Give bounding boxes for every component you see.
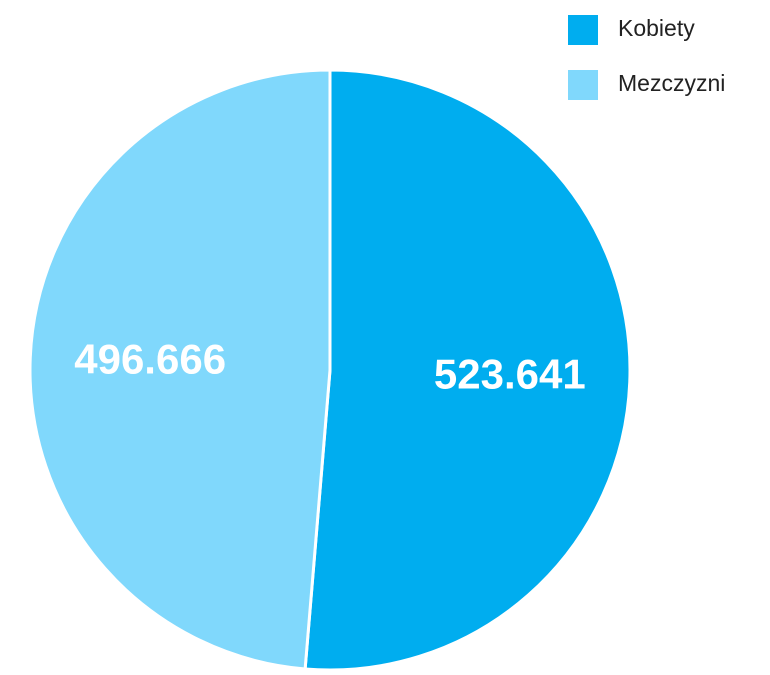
pie-slice	[303, 68, 632, 672]
pie-slice	[28, 68, 332, 671]
data-label: 523.641	[434, 351, 586, 398]
legend-swatch	[568, 70, 598, 100]
legend-swatch	[568, 15, 598, 45]
data-label: 496.666	[74, 336, 226, 383]
legend-label: Mezczyzni	[618, 70, 725, 96]
legend-label: Kobiety	[618, 15, 695, 41]
